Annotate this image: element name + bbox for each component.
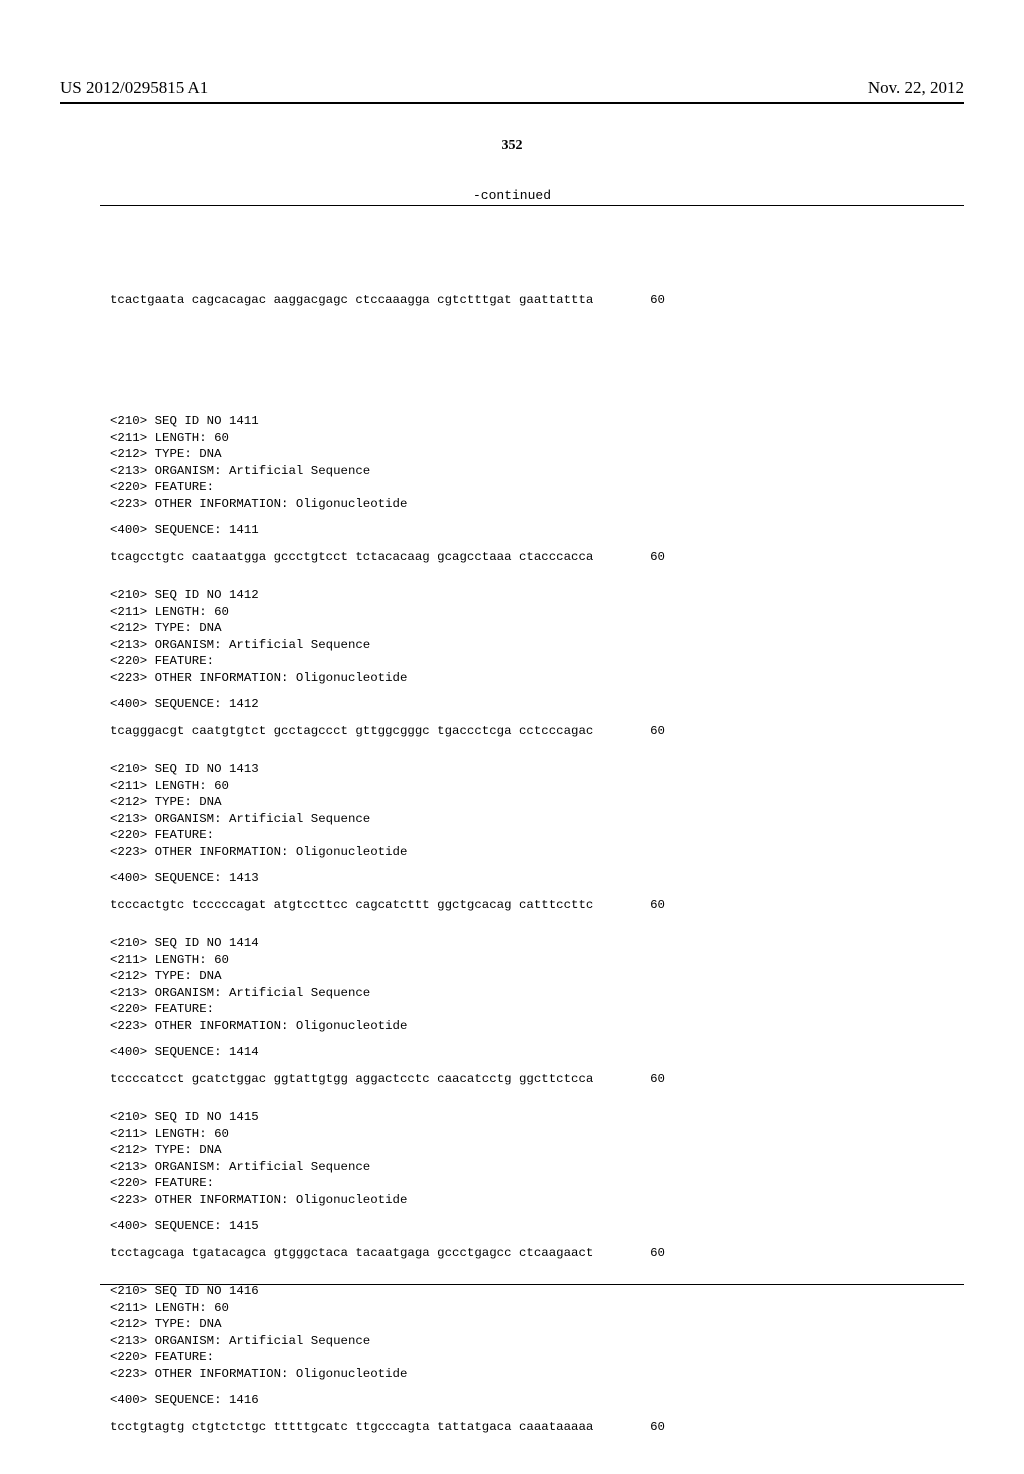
sequence-entry: <210> SEQ ID NO 1412<211> LENGTH: 60<212… [110, 587, 964, 739]
sequence-label: <400> SEQUENCE: 1411 [110, 522, 964, 539]
metadata-line: <220> FEATURE: [110, 1001, 964, 1018]
sequence-line: tcctagcaga tgatacagca gtgggctaca tacaatg… [110, 1245, 665, 1262]
metadata-line: <213> ORGANISM: Artificial Sequence [110, 811, 964, 828]
sequence-line: tcagcctgtc caataatgga gccctgtcct tctacac… [110, 549, 665, 566]
sequence-text: tccccatcct gcatctggac ggtattgtgg aggactc… [110, 1071, 593, 1088]
metadata-line: <212> TYPE: DNA [110, 794, 964, 811]
sequence-line: tcagggacgt caatgtgtct gcctagccct gttggcg… [110, 723, 665, 740]
sequence-text: tcctgtagtg ctgtctctgc tttttgcatc ttgccca… [110, 1419, 593, 1436]
metadata-line: <212> TYPE: DNA [110, 968, 964, 985]
metadata-line: <220> FEATURE: [110, 653, 964, 670]
sequence-text: tcactgaata cagcacagac aaggacgagc ctccaaa… [110, 292, 593, 309]
content-top-rule [100, 205, 964, 206]
page-number: 352 [0, 138, 1024, 154]
sequence-entry: <210> SEQ ID NO 1414<211> LENGTH: 60<212… [110, 935, 964, 1087]
content-bottom-rule [100, 1284, 964, 1285]
metadata-line: <211> LENGTH: 60 [110, 778, 964, 795]
sequence-line: tccccatcct gcatctggac ggtattgtgg aggactc… [110, 1071, 665, 1088]
metadata-line: <220> FEATURE: [110, 1175, 964, 1192]
sequence-text: tcccactgtc tcccccagat atgtccttcc cagcatc… [110, 897, 593, 914]
sequence-text: tcagcctgtc caataatgga gccctgtcct tctacac… [110, 549, 593, 566]
sequence-line: tcctgtagtg ctgtctctgc tttttgcatc ttgccca… [110, 1419, 665, 1436]
sequence-entry: <210> SEQ ID NO 1413<211> LENGTH: 60<212… [110, 761, 964, 913]
sequence-position: 60 [635, 549, 665, 566]
metadata-line: <212> TYPE: DNA [110, 446, 964, 463]
metadata-line: <211> LENGTH: 60 [110, 604, 964, 621]
sequence-listing: tcactgaata cagcacagac aaggacgagc ctccaaa… [110, 226, 964, 1474]
metadata-line: <213> ORGANISM: Artificial Sequence [110, 1333, 964, 1350]
sequence-position: 60 [635, 292, 665, 309]
metadata-line: <223> OTHER INFORMATION: Oligonucleotide [110, 1366, 964, 1383]
sequence-text: tcctagcaga tgatacagca gtgggctaca tacaatg… [110, 1245, 593, 1262]
metadata-line: <211> LENGTH: 60 [110, 1126, 964, 1143]
sequence-line: tcactgaata cagcacagac aaggacgagc ctccaaa… [110, 292, 665, 309]
metadata-line: <210> SEQ ID NO 1413 [110, 761, 964, 778]
sequence-position: 60 [635, 1419, 665, 1436]
metadata-line: <223> OTHER INFORMATION: Oligonucleotide [110, 844, 964, 861]
metadata-line: <211> LENGTH: 60 [110, 1300, 964, 1317]
metadata-line: <211> LENGTH: 60 [110, 952, 964, 969]
sequence-label: <400> SEQUENCE: 1415 [110, 1218, 964, 1235]
metadata-line: <212> TYPE: DNA [110, 620, 964, 637]
page-header: US 2012/0295815 A1 Nov. 22, 2012 [0, 78, 1024, 104]
metadata-line: <213> ORGANISM: Artificial Sequence [110, 637, 964, 654]
sequence-label: <400> SEQUENCE: 1414 [110, 1044, 964, 1061]
metadata-line: <210> SEQ ID NO 1412 [110, 587, 964, 604]
publication-number: US 2012/0295815 A1 [60, 78, 208, 97]
metadata-line: <213> ORGANISM: Artificial Sequence [110, 985, 964, 1002]
sequence-entry: <210> SEQ ID NO 1415<211> LENGTH: 60<212… [110, 1109, 964, 1261]
sequence-label: <400> SEQUENCE: 1413 [110, 870, 964, 887]
metadata-line: <210> SEQ ID NO 1411 [110, 413, 964, 430]
first-sequence-block: tcactgaata cagcacagac aaggacgagc ctccaaa… [110, 259, 964, 342]
sequence-label: <400> SEQUENCE: 1416 [110, 1392, 964, 1409]
sequence-text: tcagggacgt caatgtgtct gcctagccct gttggcg… [110, 723, 593, 740]
sequence-line: tcccactgtc tcccccagat atgtccttcc cagcatc… [110, 897, 665, 914]
sequence-label: <400> SEQUENCE: 1412 [110, 696, 964, 713]
metadata-line: <210> SEQ ID NO 1415 [110, 1109, 964, 1126]
metadata-line: <223> OTHER INFORMATION: Oligonucleotide [110, 1018, 964, 1035]
metadata-line: <220> FEATURE: [110, 1349, 964, 1366]
header-rule [60, 102, 964, 104]
metadata-line: <213> ORGANISM: Artificial Sequence [110, 463, 964, 480]
metadata-line: <220> FEATURE: [110, 827, 964, 844]
sequence-entry: <210> SEQ ID NO 1416<211> LENGTH: 60<212… [110, 1283, 964, 1435]
metadata-line: <212> TYPE: DNA [110, 1142, 964, 1159]
metadata-line: <212> TYPE: DNA [110, 1316, 964, 1333]
metadata-line: <223> OTHER INFORMATION: Oligonucleotide [110, 496, 964, 513]
metadata-line: <213> ORGANISM: Artificial Sequence [110, 1159, 964, 1176]
publication-date: Nov. 22, 2012 [868, 78, 964, 98]
sequence-position: 60 [635, 723, 665, 740]
metadata-line: <223> OTHER INFORMATION: Oligonucleotide [110, 670, 964, 687]
metadata-line: <220> FEATURE: [110, 479, 964, 496]
continued-label: -continued [0, 188, 1024, 203]
metadata-line: <211> LENGTH: 60 [110, 430, 964, 447]
sequence-position: 60 [635, 1071, 665, 1088]
sequence-entry: <210> SEQ ID NO 1411<211> LENGTH: 60<212… [110, 413, 964, 565]
metadata-line: <223> OTHER INFORMATION: Oligonucleotide [110, 1192, 964, 1209]
metadata-line: <210> SEQ ID NO 1416 [110, 1283, 964, 1300]
sequence-position: 60 [635, 1245, 665, 1262]
sequence-position: 60 [635, 897, 665, 914]
metadata-line: <210> SEQ ID NO 1414 [110, 935, 964, 952]
